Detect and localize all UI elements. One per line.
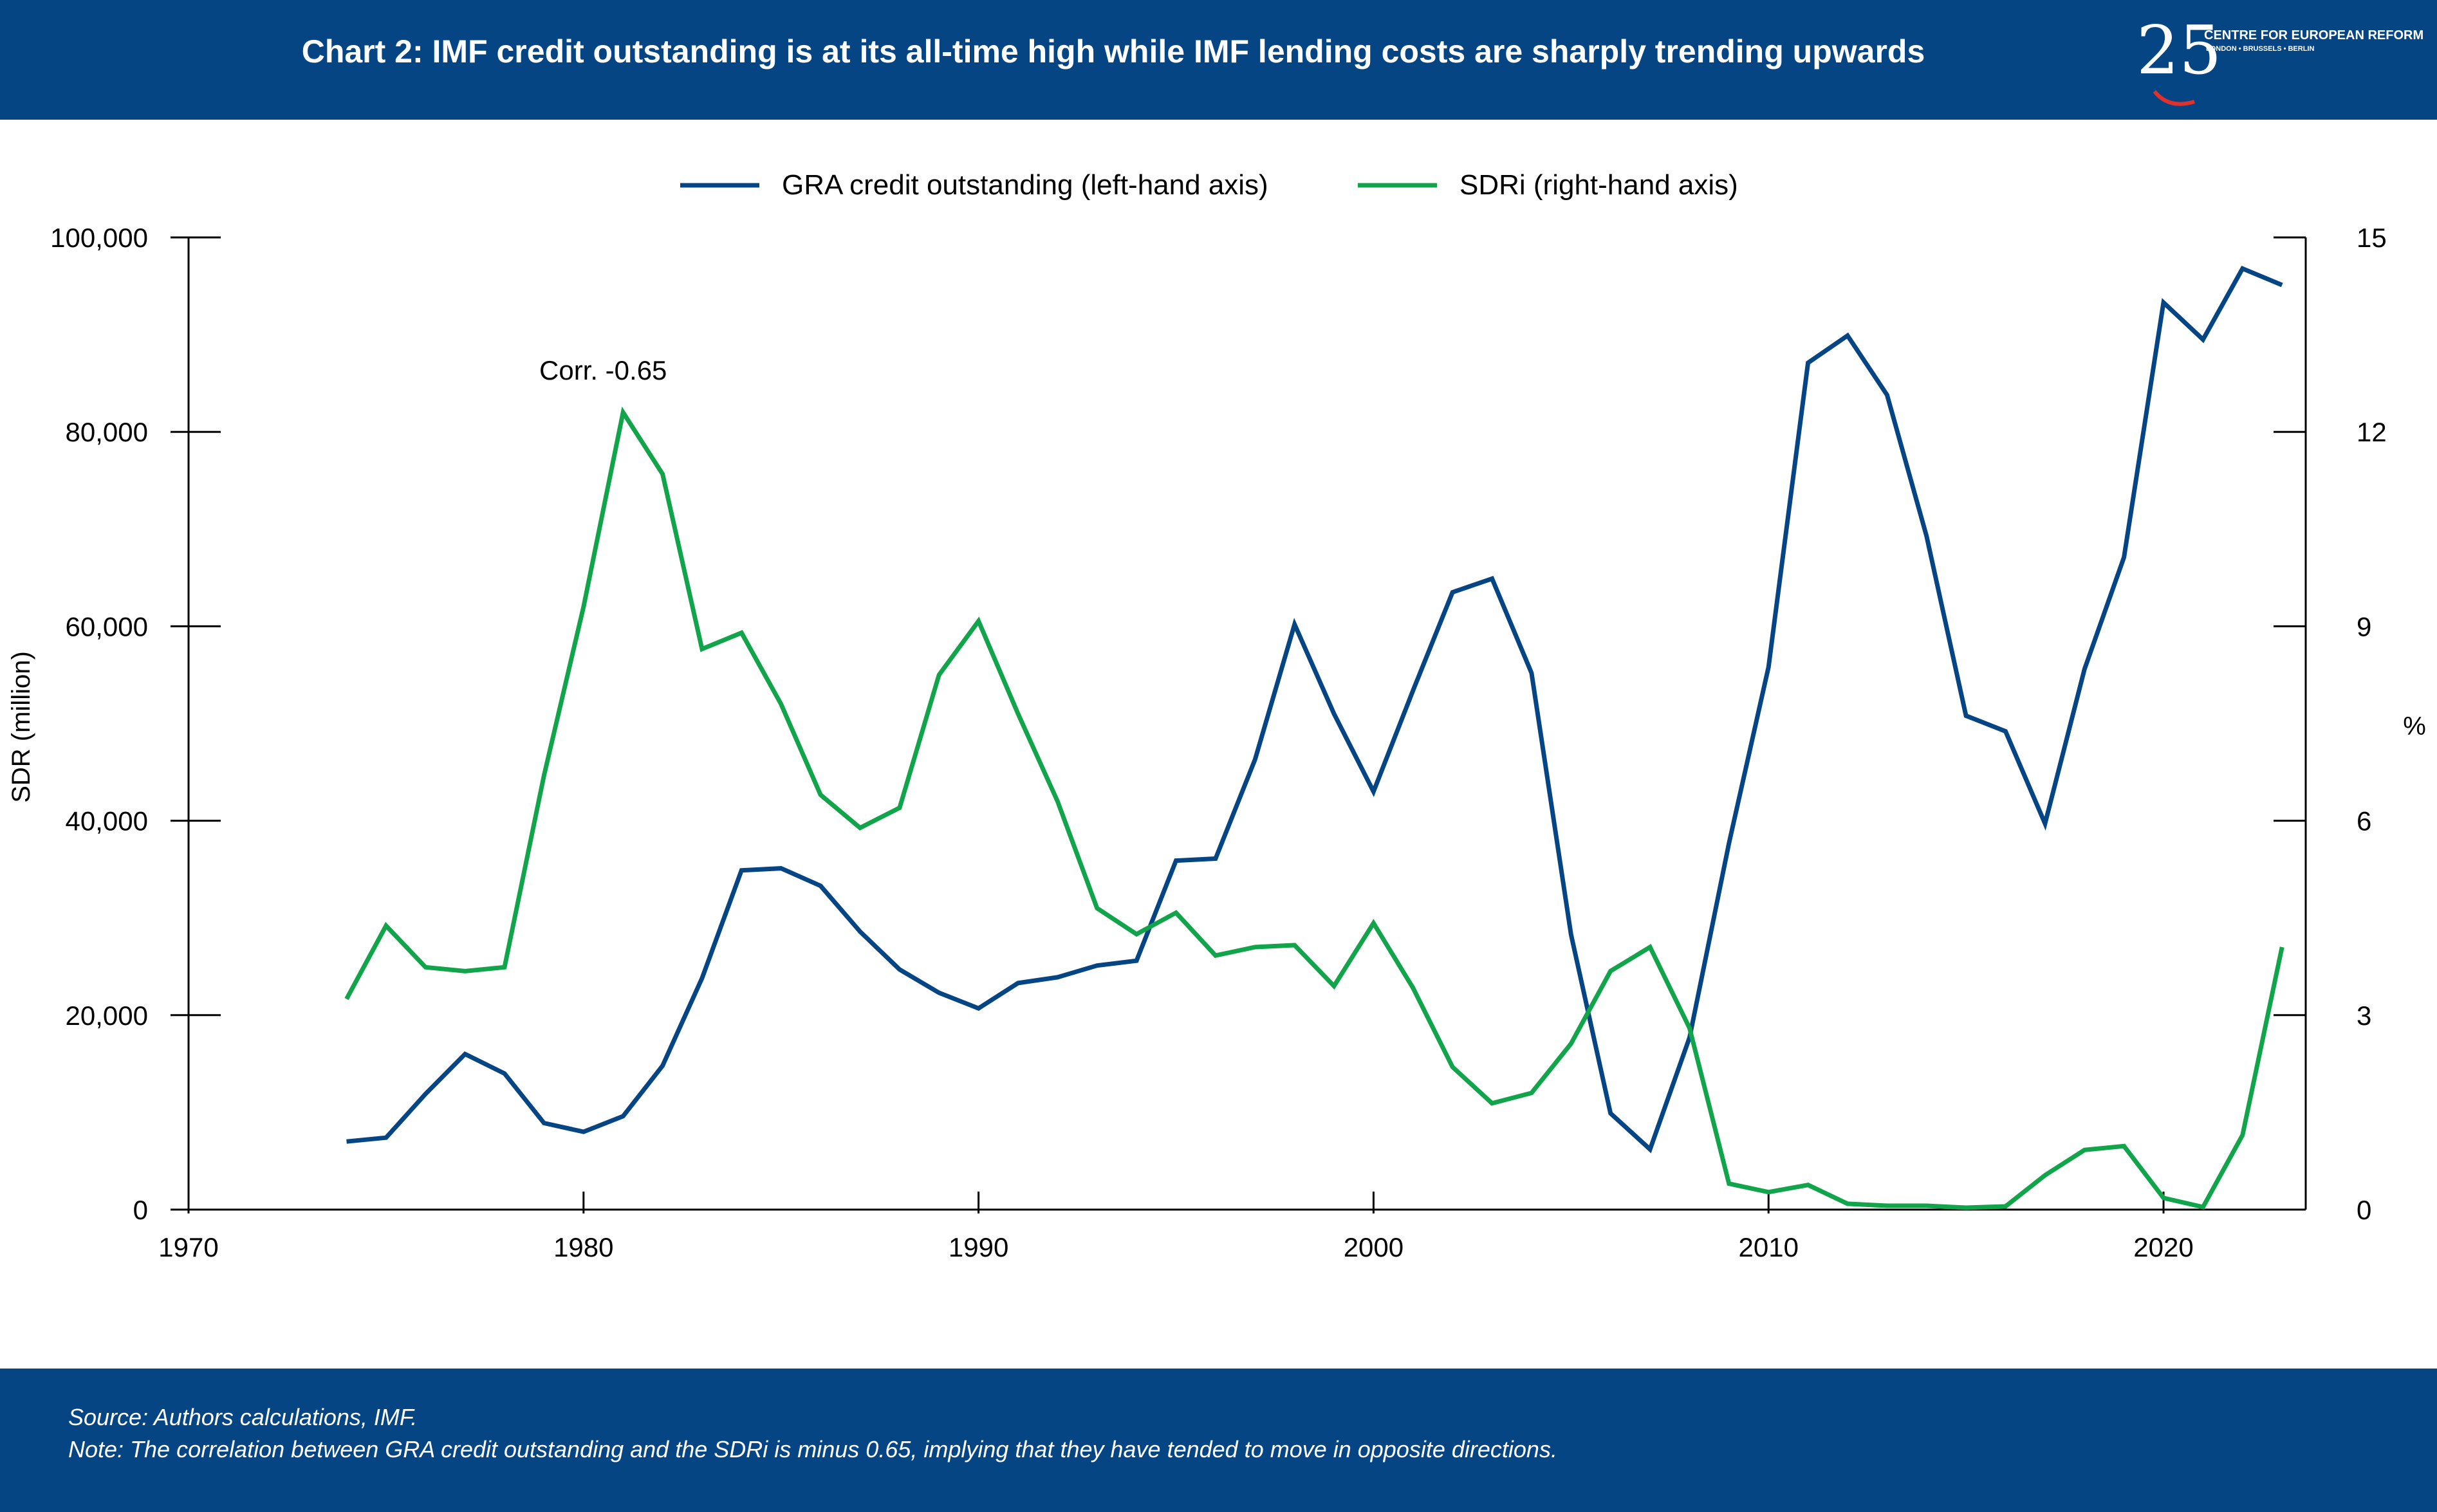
y-left-tick-label: 100,000 xyxy=(50,223,148,253)
header-banner: Chart 2: IMF credit outstanding is at it… xyxy=(0,0,2437,120)
logo-arc-icon xyxy=(2153,90,2195,106)
legend-label-sdri: SDRi (right-hand axis) xyxy=(1459,169,1738,201)
y-left-tick-label: 40,000 xyxy=(66,806,148,836)
x-tick-label: 2020 xyxy=(2133,1232,2193,1262)
x-tick-label: 2000 xyxy=(1344,1232,1404,1262)
y-right-tick-label: 6 xyxy=(2357,806,2371,836)
y-right-tick-label: 15 xyxy=(2357,223,2387,253)
logo-number: 25 xyxy=(2136,11,2222,89)
chart-title: Chart 2: IMF credit outstanding is at it… xyxy=(301,33,1925,69)
y-left-tick-label: 20,000 xyxy=(66,1000,148,1031)
legend: GRA credit outstanding (left-hand axis) … xyxy=(680,169,1738,201)
logo-cities: LONDON • BRUSSELS • BERLIN xyxy=(2206,45,2315,53)
x-tick-label: 2010 xyxy=(1739,1232,1799,1262)
y-left-tick-label: 0 xyxy=(133,1195,148,1225)
y-left-tick-label: 60,000 xyxy=(66,611,148,641)
x-tick-label: 1990 xyxy=(949,1232,1008,1262)
correlation-annotation: Corr. -0.65 xyxy=(539,355,667,385)
x-tick-label: 1980 xyxy=(553,1232,613,1262)
y-right-tick-label: 12 xyxy=(2357,417,2387,447)
logo-org-name: CENTRE FOR EUROPEAN REFORM xyxy=(2204,28,2424,42)
y-left-tick-label: 80,000 xyxy=(66,417,148,447)
y-axis-left-label: SDR (million) xyxy=(7,651,35,803)
correlation-note: Note: The correlation between GRA credit… xyxy=(68,1436,1557,1462)
y-right-tick-label: 9 xyxy=(2357,611,2371,641)
y-axis-right-label: % xyxy=(2403,712,2426,741)
footer-banner: Source: Authors calculations, IMF. Note:… xyxy=(0,1369,2437,1512)
gra-credit-line xyxy=(346,265,2283,1154)
y-right-tick-label: 0 xyxy=(2357,1195,2371,1225)
chart-area: GRA credit outstanding (left-hand axis) … xyxy=(7,169,2426,1262)
x-tick-label: 1970 xyxy=(158,1232,218,1262)
y-right-tick-label: 3 xyxy=(2357,1000,2371,1031)
cer-logo: 25 CENTRE FOR EUROPEAN REFORM LONDON • B… xyxy=(2124,11,2423,111)
source-note: Source: Authors calculations, IMF. xyxy=(68,1404,418,1430)
legend-label-gra: GRA credit outstanding (left-hand axis) xyxy=(782,169,1268,201)
sdri-line xyxy=(344,406,2284,1210)
